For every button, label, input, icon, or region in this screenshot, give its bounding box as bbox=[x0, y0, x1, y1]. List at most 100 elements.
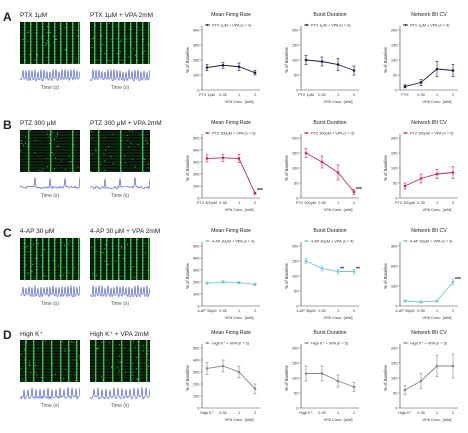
y-tick-label: 50 bbox=[294, 289, 299, 294]
y-tick-label: 200 bbox=[391, 28, 398, 33]
legend-marker bbox=[404, 24, 407, 26]
panel-letter: D bbox=[3, 328, 12, 342]
legend-marker bbox=[305, 342, 308, 344]
raster-title: High K⁺ bbox=[20, 331, 43, 338]
x-axis-label: VPA Conc. [mM] bbox=[224, 417, 253, 422]
time-axis-label: Time (s) bbox=[110, 193, 130, 199]
data-point bbox=[221, 280, 225, 284]
data-point bbox=[253, 71, 257, 75]
x-tick-label: 0.35 bbox=[417, 411, 424, 415]
significance-marker: *** bbox=[455, 277, 461, 283]
x-tick-label: 1 bbox=[436, 201, 438, 205]
raster-title: PTZ 300 μM + VPA 2mM bbox=[90, 120, 162, 127]
line-chart: Burst Duration 0 50 100 150 200 % of Baseline 4… bbox=[275, 226, 365, 326]
line-chart: Mean Firing Rate 0 100 200 300 400 500 % of Bas… bbox=[176, 328, 266, 428]
spike-histogram-trace bbox=[89, 67, 151, 83]
y-tick-label: 150 bbox=[292, 361, 299, 366]
x-tick-label: 2 bbox=[452, 93, 454, 97]
y-tick-label: 0 bbox=[197, 304, 200, 309]
x-tick-label: 1 bbox=[337, 201, 339, 205]
y-tick-label: 200 bbox=[193, 280, 200, 285]
x-axis-label: VPA Conc. [mM] bbox=[323, 99, 352, 104]
y-axis-label: % of Baseline bbox=[185, 155, 190, 181]
y-axis-label: % of Baseline bbox=[284, 155, 289, 181]
x-tick-label: 0.35 bbox=[219, 201, 226, 205]
x-tick-label: 0.35 bbox=[219, 309, 226, 313]
data-point bbox=[435, 67, 439, 71]
data-point bbox=[451, 280, 455, 284]
chart-title: Burst Duration bbox=[313, 330, 346, 336]
data-point bbox=[237, 157, 241, 160]
spike-raster-plot bbox=[90, 238, 150, 280]
x-tick-label: PTX bbox=[401, 93, 409, 97]
data-point bbox=[221, 156, 225, 160]
data-point bbox=[205, 367, 209, 370]
y-tick-label: 50 bbox=[294, 181, 299, 186]
x-tick-label: 1 bbox=[436, 411, 438, 415]
legend-label: High K⁺ + VPA (n = 5) bbox=[311, 342, 349, 346]
x-tick-label: 2 bbox=[254, 411, 256, 415]
x-tick-label: PTX 1μM bbox=[298, 93, 314, 97]
y-tick-label: 100 bbox=[391, 58, 398, 63]
x-axis-label: VPA Conc. [mM] bbox=[422, 99, 451, 104]
y-axis-label: % of Baseline bbox=[185, 47, 190, 73]
time-axis-label: Time (s) bbox=[110, 301, 130, 307]
x-tick-label: 1 bbox=[238, 309, 240, 313]
legend-marker bbox=[404, 132, 407, 134]
x-axis-label: VPA Conc. [mM] bbox=[323, 417, 352, 422]
y-tick-label: 150 bbox=[292, 43, 299, 48]
y-tick-label: 50 bbox=[294, 73, 299, 78]
line-chart: Burst Duration 0 50 100 150 200 % of Baseline P… bbox=[275, 118, 365, 218]
y-tick-label: 100 bbox=[193, 292, 200, 297]
y-tick-label: 0 bbox=[197, 406, 200, 411]
spike-raster-plot bbox=[20, 22, 80, 64]
spike-histogram-trace bbox=[89, 175, 151, 191]
x-tick-label: 2 bbox=[353, 309, 355, 313]
x-tick-label: 1 bbox=[436, 93, 438, 97]
time-axis-label: Time (s) bbox=[40, 403, 60, 409]
y-tick-label: 300 bbox=[193, 160, 200, 165]
raster-title: High K⁺ + VPA 2mM bbox=[90, 331, 149, 338]
legend-label: 4-AP 30μM + VPA (n = 4) bbox=[410, 240, 453, 244]
x-tick-label: 0.35 bbox=[318, 411, 325, 415]
x-tick-label: 2 bbox=[452, 201, 454, 205]
raster-title: PTX 1μM + VPA 2mM bbox=[90, 12, 154, 19]
y-tick-label: 100 bbox=[292, 376, 299, 381]
x-tick-label: 2 bbox=[254, 201, 256, 205]
raster-title: 4-AP 30 μM bbox=[20, 228, 55, 235]
y-tick-label: 0 bbox=[395, 88, 398, 93]
x-tick-label: 1 bbox=[436, 309, 438, 313]
y-tick-label: 0 bbox=[395, 406, 398, 411]
y-tick-label: 50 bbox=[393, 181, 398, 186]
line-chart: Mean Firing Rate 0 100 200 300 400 500 % of Bas… bbox=[176, 118, 266, 218]
legend-label: PTZ 300μM + VPA (n = 5) bbox=[410, 132, 454, 136]
x-tick-label: 1 bbox=[238, 93, 240, 97]
x-tick-label: 0.35 bbox=[417, 93, 424, 97]
x-tick-label: High K⁺ bbox=[398, 411, 411, 415]
series-line bbox=[404, 281, 454, 303]
series-line bbox=[305, 59, 355, 71]
data-point bbox=[352, 69, 356, 72]
legend-label: PTZ 300μM + VPA (n = 5) bbox=[311, 132, 355, 136]
y-tick-label: 100 bbox=[292, 166, 299, 171]
legend-marker bbox=[305, 132, 308, 134]
panel-row-d: D High K⁺ Time (s) High K⁺ + VPA 2mM Time (s… bbox=[0, 328, 468, 428]
legend-marker bbox=[404, 342, 407, 344]
y-tick-label: 100 bbox=[193, 73, 200, 78]
data-point bbox=[320, 372, 324, 375]
line-chart: Mean Firing Rate 0 100 200 300 400 500 % of Bas… bbox=[176, 226, 266, 326]
data-point bbox=[304, 151, 308, 155]
x-tick-label: PTX 1μM bbox=[199, 93, 215, 97]
x-tick-label: 0.35 bbox=[318, 93, 325, 97]
x-tick-label: 2 bbox=[353, 93, 355, 97]
x-axis-label: VPA Conc. [mM] bbox=[224, 207, 253, 212]
y-tick-label: 500 bbox=[193, 136, 200, 141]
y-tick-label: 100 bbox=[391, 284, 398, 289]
significance-marker: ** bbox=[356, 267, 360, 273]
y-tick-label: 0 bbox=[197, 88, 200, 93]
legend-marker bbox=[206, 240, 209, 242]
y-tick-label: 0 bbox=[197, 196, 200, 201]
y-tick-label: 500 bbox=[193, 244, 200, 249]
data-point bbox=[320, 267, 324, 270]
time-axis-label: Time (s) bbox=[40, 193, 60, 199]
